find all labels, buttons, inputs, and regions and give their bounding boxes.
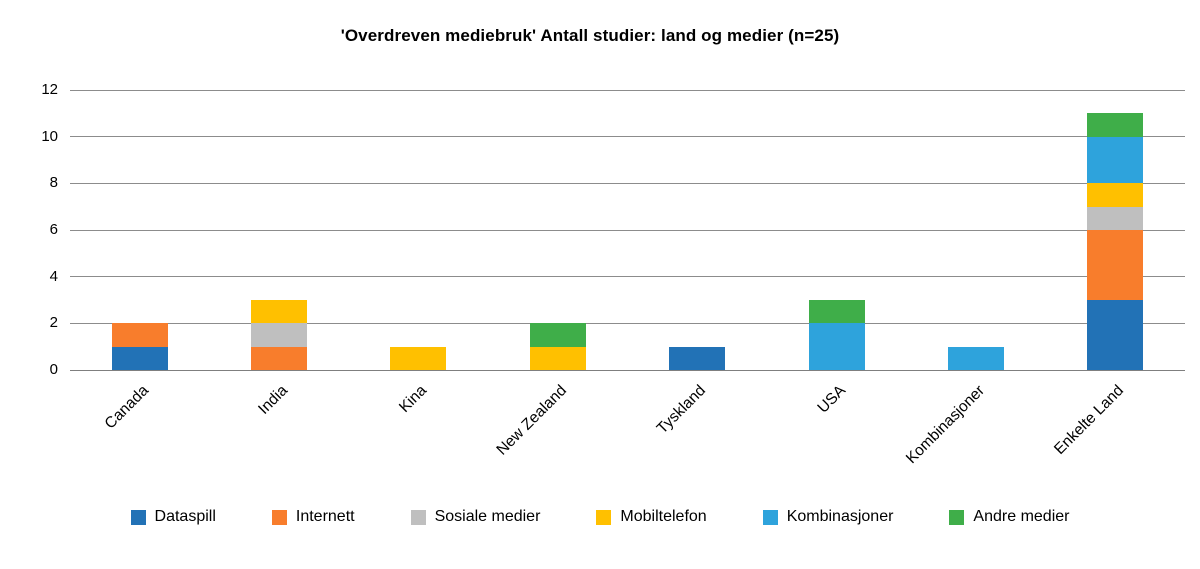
- legend-label: Andre medier: [973, 508, 1070, 525]
- bar-segment-dataspill: [111, 346, 168, 370]
- bar-segment-andre-medier: [1087, 113, 1144, 137]
- legend-swatch: [596, 509, 612, 525]
- bar-segment-internett: [251, 346, 308, 370]
- bar-segment-mobiltelefon: [1087, 183, 1144, 207]
- chart-title: 'Overdreven mediebruk' Antall studier: l…: [340, 26, 840, 45]
- legend-item: Sosiale medier: [410, 508, 541, 526]
- y-tick-label: 2: [49, 314, 58, 332]
- legend-swatch: [762, 509, 778, 525]
- bar-segment-kombinasjoner: [947, 346, 1004, 370]
- y-tick-label: 10: [41, 127, 58, 145]
- gridline: [70, 182, 1185, 184]
- bar-segment-mobiltelefon: [390, 346, 447, 370]
- bar-segment-dataspill: [1087, 300, 1144, 370]
- bar-segment-dataspill: [669, 346, 726, 370]
- legend-item: Internett: [271, 508, 355, 526]
- gridline: [70, 276, 1185, 278]
- y-tick-label: 6: [49, 221, 58, 238]
- bar-segment-mobiltelefon: [251, 300, 308, 324]
- legend: Dataspill Internett Sosiale medier Mobiltel…: [0, 508, 1200, 526]
- legend-label: Kombinasjoner: [786, 508, 894, 525]
- gridline: [70, 369, 1185, 371]
- y-tick-label: 0: [49, 361, 58, 378]
- gridline: [70, 136, 1185, 138]
- y-tick-label: 4: [49, 267, 58, 285]
- bar-segment-andre-medier: [529, 323, 586, 347]
- legend-item: Andre medier: [949, 508, 1069, 526]
- bar-segment-internett: [111, 323, 168, 347]
- legend-swatch: [949, 509, 965, 525]
- legend-label: Mobiltelefon: [620, 508, 707, 525]
- gridline: [70, 89, 1185, 91]
- bar-segment-andre-medier: [808, 300, 865, 324]
- legend-swatch: [271, 509, 287, 525]
- legend-item: Dataspill: [130, 508, 216, 526]
- legend-label: Internett: [295, 508, 355, 525]
- legend-label: Dataspill: [154, 508, 216, 525]
- bar-segment-sosiale-medier: [251, 323, 308, 347]
- bar-segment-internett: [1087, 230, 1144, 300]
- gridline: [70, 229, 1185, 231]
- y-tick-label: 8: [49, 174, 58, 192]
- legend-swatch: [130, 509, 146, 525]
- bar-segment-sosiale-medier: [1087, 206, 1144, 230]
- plot-area: [70, 89, 1185, 371]
- bar-segment-kombinasjoner: [1087, 136, 1144, 184]
- bar-segment-mobiltelefon: [529, 346, 586, 370]
- legend-swatch: [410, 509, 426, 525]
- bar-segment-kombinasjoner: [808, 323, 865, 370]
- legend-item: Mobiltelefon: [596, 508, 707, 526]
- gridline: [70, 322, 1185, 324]
- y-tick-label: 12: [41, 81, 58, 98]
- legend-item: Kombinasjoner: [762, 508, 894, 526]
- legend-label: Sosiale medier: [434, 508, 541, 525]
